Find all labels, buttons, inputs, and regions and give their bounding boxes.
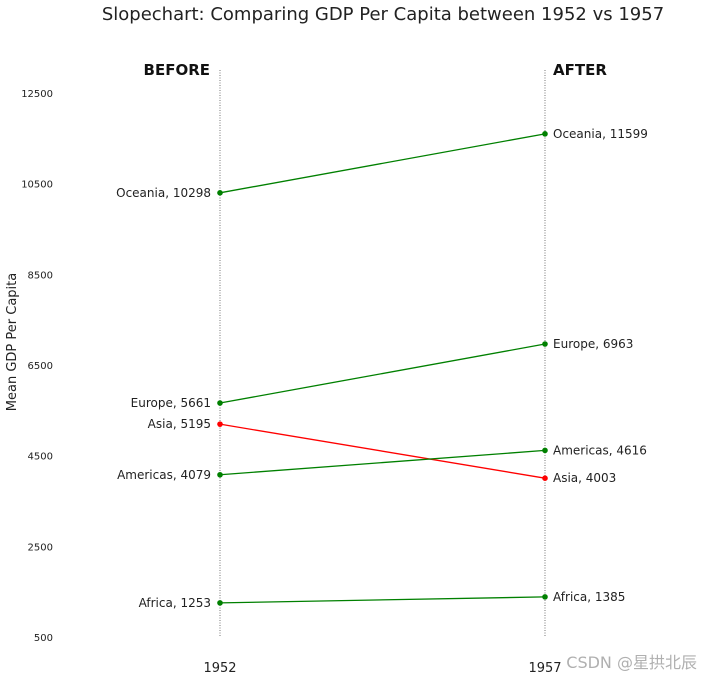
y-tick-label: 12500 (21, 89, 53, 100)
label-1957-europe: Europe, 6963 (553, 337, 633, 351)
y-tick-label: 6500 (28, 361, 53, 372)
vertical-guides (219, 70, 546, 637)
slope-line-europe (219, 343, 546, 404)
point-1952-asia (217, 421, 223, 427)
slope-line-africa (219, 596, 546, 604)
slope-line-americas (219, 449, 546, 476)
after-header: AFTER (553, 61, 607, 79)
label-1957-asia: Asia, 4003 (553, 471, 616, 485)
label-1957-africa: Africa, 1385 (553, 590, 625, 604)
y-tick-label: 4500 (28, 452, 53, 463)
slope-line-asia (219, 423, 546, 479)
point-1952-oceania (217, 190, 223, 196)
label-1952-asia: Asia, 5195 (148, 417, 211, 431)
before-header: BEFORE (144, 61, 210, 79)
y-tick-label: 2500 (28, 542, 53, 553)
y-tick-label: 8500 (28, 270, 53, 281)
label-1957-oceania: Oceania, 11599 (553, 127, 648, 141)
label-1952-americas: Americas, 4079 (117, 468, 211, 482)
x-tick-label: 1952 (203, 661, 236, 676)
x-tick-label: 1957 (528, 661, 561, 676)
watermark: CSDN @星拱北辰 (566, 653, 697, 672)
series-group: Oceania, 10298 Oceania, 11599 Europe, 5661… (116, 127, 648, 610)
y-axis-ticks: 500 2500 4500 6500 8500 10500 12500 (21, 89, 53, 644)
x-axis-ticks: 1952 1957 (203, 661, 561, 676)
point-1952-americas (217, 471, 223, 478)
label-1957-americas: Americas, 4616 (553, 443, 647, 457)
label-1952-africa: Africa, 1253 (139, 596, 211, 610)
point-1957-asia (542, 475, 548, 481)
y-axis-label: Mean GDP Per Capita (5, 273, 20, 411)
y-tick-label: 500 (34, 633, 53, 644)
point-1957-americas (542, 447, 548, 454)
point-1957-africa (542, 594, 548, 600)
slope-line-oceania (219, 133, 546, 194)
y-tick-label: 10500 (21, 180, 53, 191)
point-1952-africa (217, 600, 223, 606)
point-1952-europe (217, 400, 223, 406)
point-1957-oceania (542, 131, 548, 137)
label-1952-oceania: Oceania, 10298 (116, 186, 211, 200)
label-1952-europe: Europe, 5661 (131, 396, 211, 410)
point-1957-europe (542, 341, 548, 347)
chart-title: Slopechart: Comparing GDP Per Capita bet… (102, 4, 664, 25)
